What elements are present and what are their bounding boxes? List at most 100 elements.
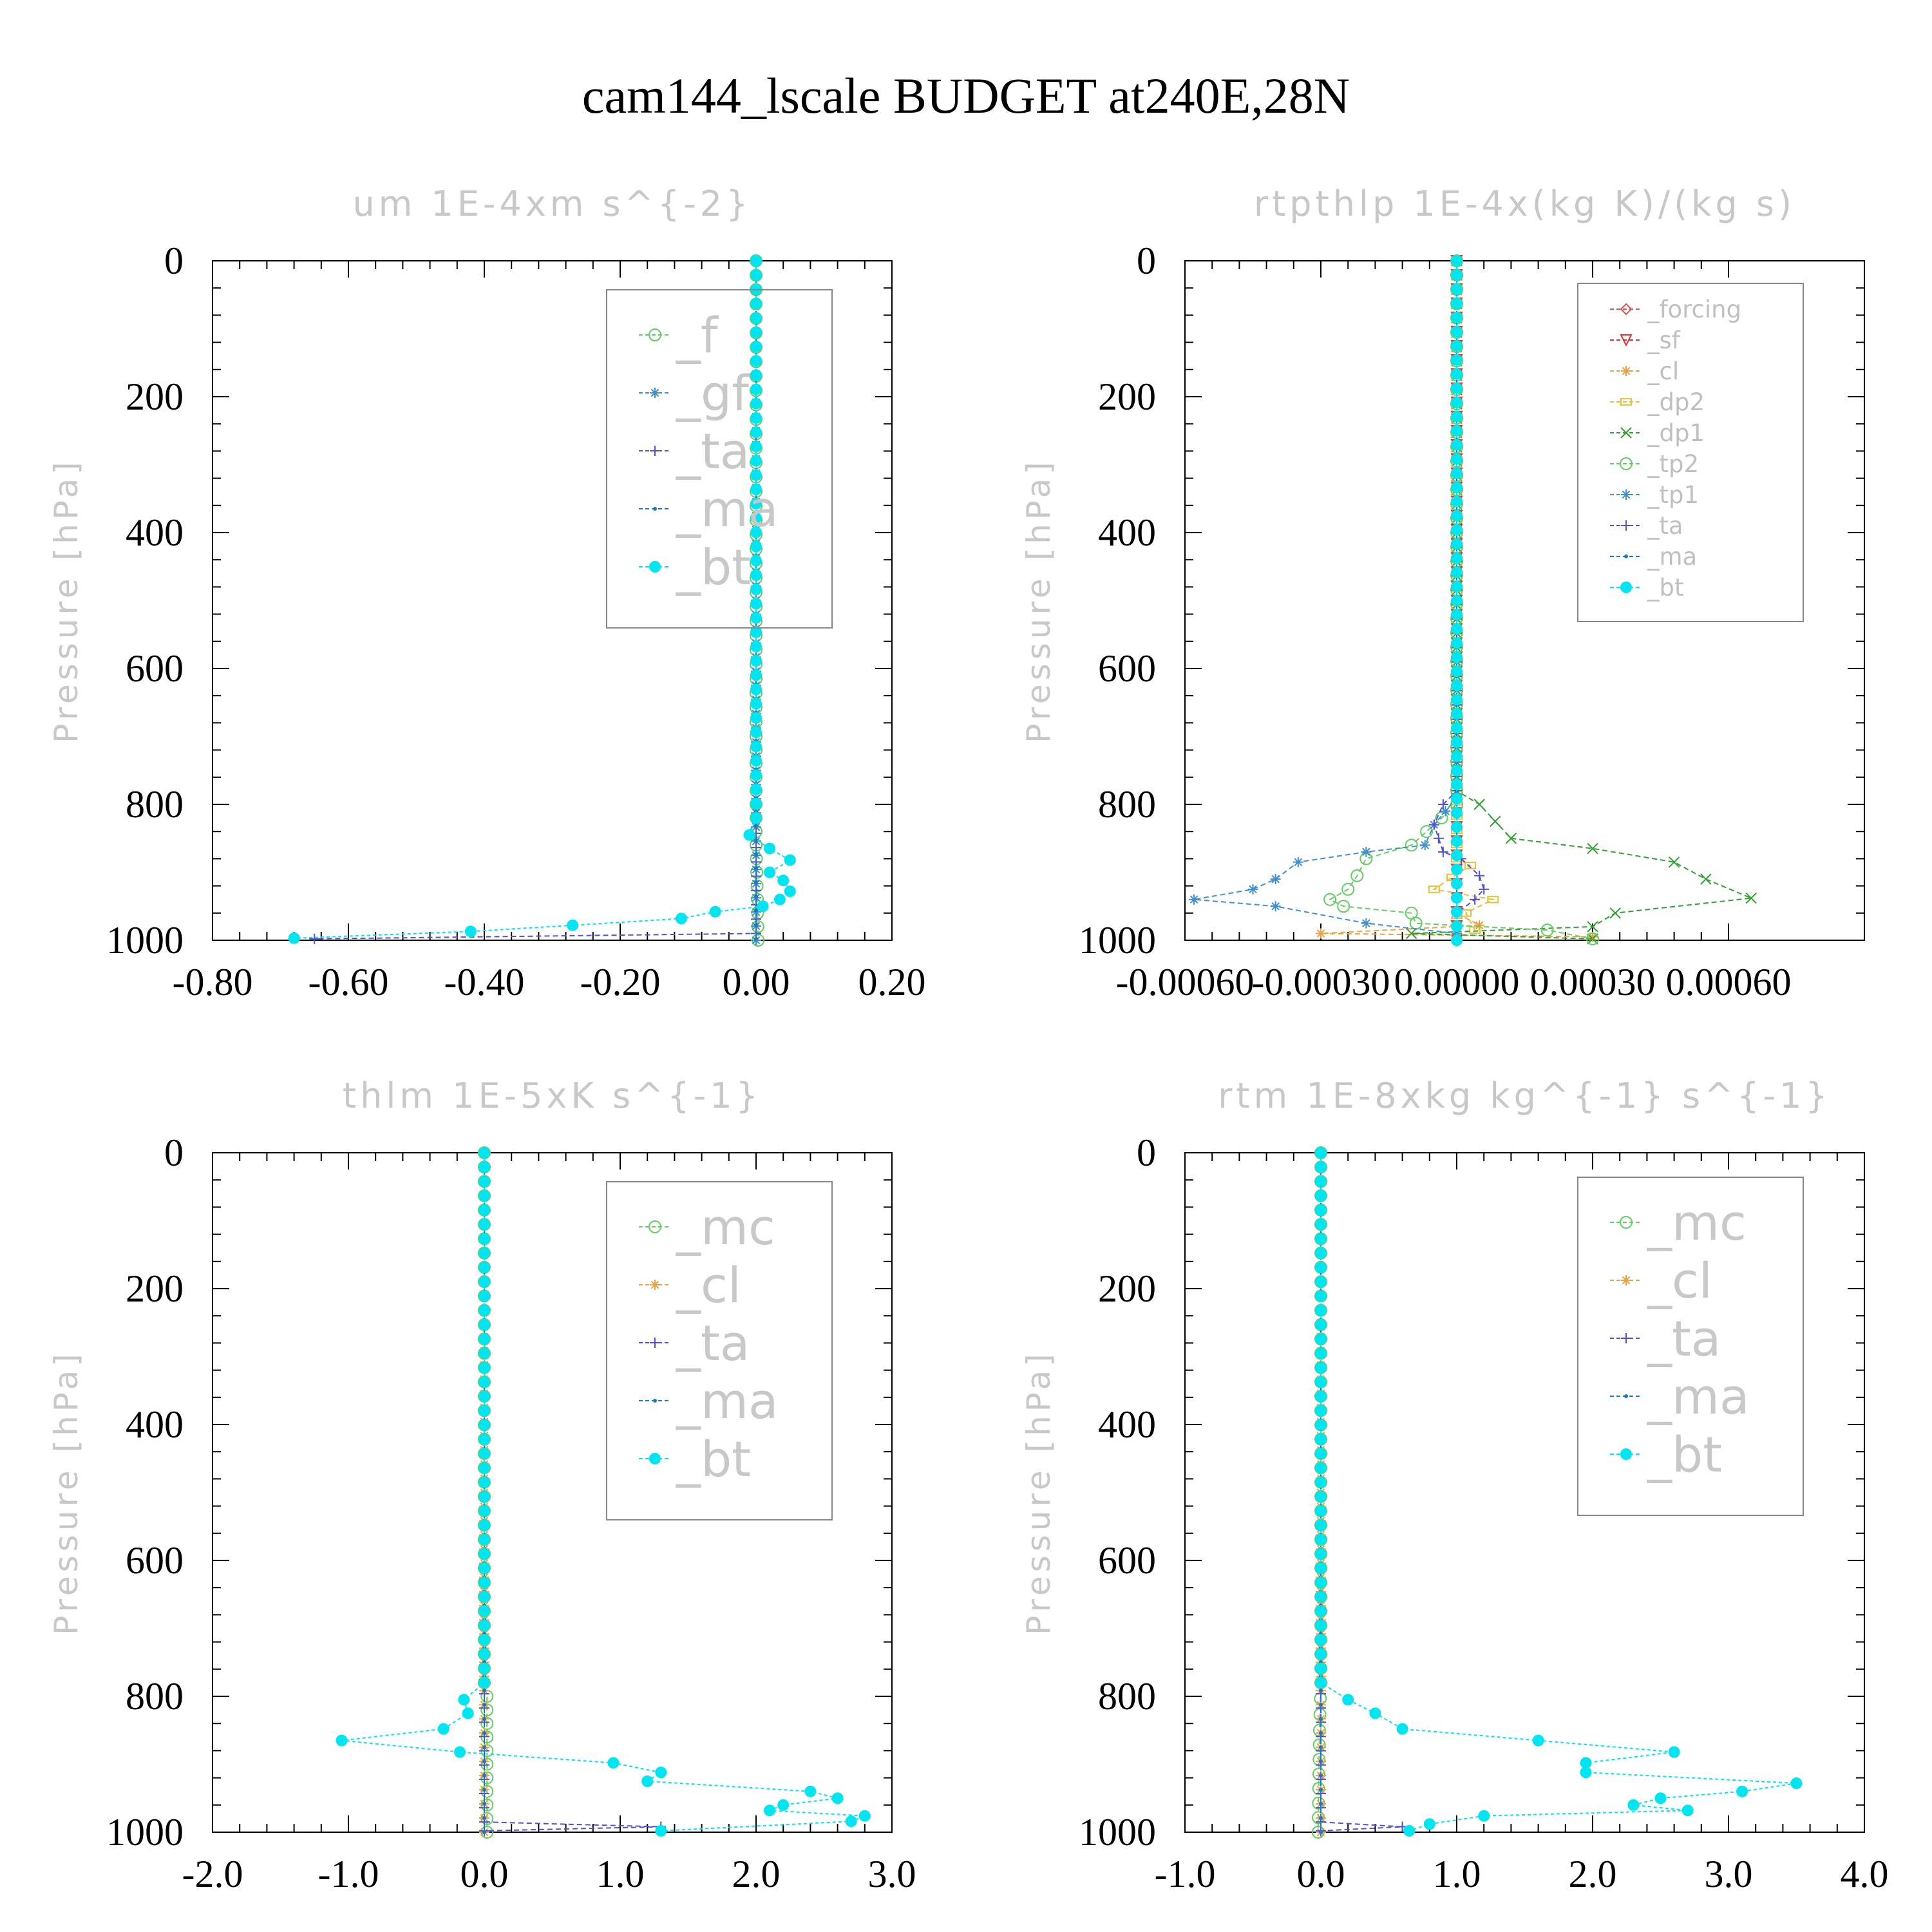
data-point [750,783,762,795]
data-point [754,895,758,899]
x-tick-label: 0.20 [858,961,926,1003]
y-tick-label: 800 [1098,1675,1156,1718]
data-point [1342,1694,1354,1706]
y-tick-label: 200 [126,375,184,418]
data-point [750,669,762,681]
data-point [1451,609,1463,621]
legend-marker [1620,427,1632,439]
legend-box [606,1181,833,1520]
data-point [478,1347,490,1359]
data-point [1451,283,1463,295]
data-point [1587,921,1598,933]
data-point [478,1175,490,1188]
data-point [750,769,762,781]
data-point [1369,1707,1381,1719]
data-point [1316,928,1326,939]
y-tick-label: 200 [1098,375,1156,418]
data-point [480,1798,494,1812]
data-point [773,893,786,905]
series-bt [1451,255,1463,946]
y-tick-label: 400 [1098,511,1156,554]
legend-label: _ma [1647,1368,1750,1425]
legend-marker [650,446,660,456]
chart-panel: 0 200 400 600 800 1000-0.00060-0.00030 0.00000… [1020,184,1865,1003]
data-point [478,1204,490,1216]
data-point [567,919,579,931]
y-tick-label: 0 [1137,240,1156,282]
series-line [1320,1153,1403,1832]
data-point [750,626,762,638]
data-point [1487,895,1499,904]
legend-label: _sf [1647,327,1681,354]
data-point [478,1505,490,1517]
x-tick-label: 1.0 [1433,1853,1481,1895]
data-point [1315,1333,1327,1345]
legend-label: _cl [1647,1252,1712,1309]
data-point [1451,835,1463,848]
data-point [1668,1746,1680,1758]
data-point [750,755,762,767]
y-tick-label: 800 [126,1675,184,1718]
data-point [754,880,758,885]
data-point [478,1476,490,1488]
x-tick-label: -0.80 [173,961,253,1003]
x-tick-label: -0.60 [308,961,389,1003]
data-point [1319,1816,1323,1821]
data-point [1451,779,1463,791]
legend-label: _bt [1647,574,1684,601]
data-point [1451,623,1463,635]
chart-panel: 0 200 400 600 800 1000-0.80 -0.60 -0.40 -0.20 0.0… [48,184,926,1003]
data-point [1451,821,1463,833]
x-tick-label: 2.0 [1569,1853,1617,1895]
data-point [1580,1757,1592,1769]
data-point [1440,806,1451,817]
data-point [777,1799,790,1811]
y-tick-label: 0 [1137,1132,1156,1174]
data-point [1790,1777,1803,1790]
y-tick-label: 600 [1098,1539,1156,1582]
data-point [309,933,320,944]
data-point [336,1734,348,1747]
data-point [478,1490,490,1502]
legend-label: _tp2 [1647,450,1699,478]
data-point [750,455,762,467]
data-point [1319,1703,1323,1707]
x-tick-label: 0.0 [460,1853,509,1895]
data-point [1315,1218,1327,1231]
data-point [750,812,762,824]
data-point [1609,907,1621,919]
data-point [1315,1490,1327,1502]
legend-label: _forcing [1647,296,1741,323]
data-point [1315,1419,1327,1431]
legend-label: _ta [676,422,750,480]
data-point [1451,934,1463,946]
y-tick-label: 600 [1098,647,1156,690]
data-point [750,640,762,652]
data-point [478,1562,490,1574]
legend-marker [650,1280,660,1290]
y-tick-label: 600 [126,1539,184,1582]
data-point [478,1147,490,1159]
data-point [482,1731,486,1736]
data-point [1451,339,1463,352]
panel-title: thlm 1E-5xK s^{-1} [343,1075,762,1116]
data-point [1451,637,1463,649]
data-point [480,1785,494,1798]
series-line [1432,261,1495,931]
data-point [1315,1405,1327,1417]
legend-box [1577,1177,1804,1516]
y-tick-label: 800 [1098,783,1156,826]
legend-label: _dp2 [1647,388,1705,416]
legend-marker [1620,1448,1632,1460]
data-point [784,886,796,898]
data-point [750,255,762,267]
data-point [1315,1233,1327,1245]
data-point [1451,566,1463,578]
legend-label: _ma [1647,543,1697,571]
data-point [1315,1533,1327,1546]
data-point [1700,873,1712,885]
data-point [1315,1304,1327,1316]
data-point [1315,1247,1327,1259]
legend-label: _f [676,307,719,364]
data-point [482,1774,486,1778]
